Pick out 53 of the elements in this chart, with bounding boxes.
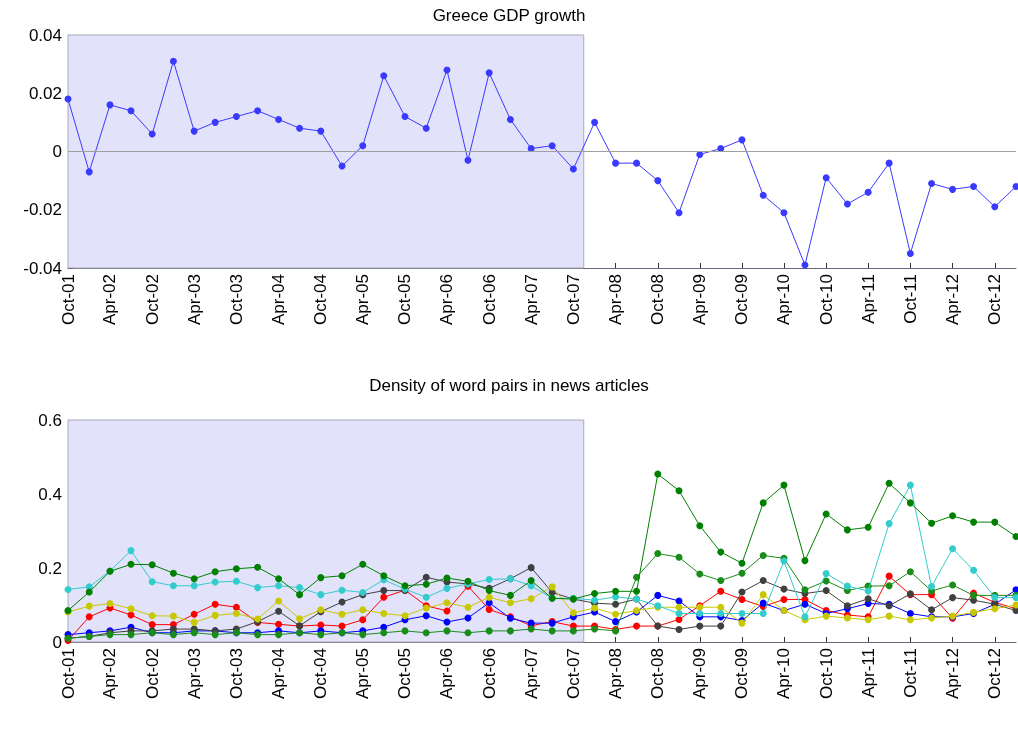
x-tick-label: Apr-12 xyxy=(943,274,963,326)
x-tick-label: Apr-05 xyxy=(353,274,373,326)
x-tick-label: Apr-08 xyxy=(606,648,626,700)
x-tick-label: Oct-08 xyxy=(648,648,668,700)
x-tick-label: Apr-09 xyxy=(690,648,710,700)
x-tick-label: Apr-09 xyxy=(690,274,710,326)
x-tick-label: Oct-07 xyxy=(563,648,583,700)
x-tick-label: Apr-12 xyxy=(943,648,963,700)
x-tick-label: Oct-11 xyxy=(900,648,920,698)
x-tick-label: Oct-04 xyxy=(311,648,331,700)
x-tick-label: Oct-12 xyxy=(985,274,1005,326)
chart-title: Greece GDP growth xyxy=(432,6,586,25)
x-tick-label: Oct-07 xyxy=(563,274,583,326)
y-tick-label: 0.02 xyxy=(28,83,62,103)
x-tick-label: Oct-12 xyxy=(985,648,1005,700)
x-tick-label: Oct-04 xyxy=(311,274,331,326)
x-tick-label: Apr-10 xyxy=(774,274,794,326)
y-tick-label: 0.2 xyxy=(38,558,62,578)
x-tick-label: Apr-06 xyxy=(437,648,457,700)
x-tick-label: Oct-03 xyxy=(226,648,246,700)
x-tick-label: Oct-09 xyxy=(732,274,752,326)
x-tick-label: Oct-02 xyxy=(142,648,162,700)
x-tick-label: Oct-03 xyxy=(226,274,246,326)
y-tick-label: -0.02 xyxy=(23,200,62,220)
x-tick-label: Apr-03 xyxy=(184,648,204,700)
x-tick-label: Oct-06 xyxy=(479,274,499,326)
x-tick-label: Oct-10 xyxy=(816,274,836,326)
x-tick-label: Apr-06 xyxy=(437,274,457,326)
x-tick-label: Oct-11 xyxy=(900,274,920,324)
x-tick-label: Oct-02 xyxy=(142,274,162,326)
x-tick-label: Apr-05 xyxy=(353,648,373,700)
y-tick-label: 0.4 xyxy=(38,484,62,504)
x-tick-label: Oct-05 xyxy=(395,274,415,326)
x-tick-label: Apr-07 xyxy=(521,648,541,700)
y-tick-label: 0.04 xyxy=(28,25,62,45)
x-tick-label: Apr-04 xyxy=(269,648,289,700)
x-tick-label: Apr-08 xyxy=(606,274,626,326)
x-tick-label: Apr-10 xyxy=(774,648,794,700)
x-tick-label: Apr-03 xyxy=(184,274,204,326)
chart-title: Density of word pairs in news articles xyxy=(369,376,649,395)
x-tick-label: Oct-06 xyxy=(479,648,499,700)
x-tick-label: Oct-05 xyxy=(395,648,415,700)
x-tick-label: Oct-10 xyxy=(816,648,836,700)
x-tick-label: Apr-02 xyxy=(100,648,120,700)
x-tick-label: Apr-04 xyxy=(269,274,289,326)
x-tick-label: Apr-07 xyxy=(521,274,541,326)
y-tick-label: 0 xyxy=(52,142,62,161)
x-tick-label: Oct-08 xyxy=(648,274,668,326)
x-tick-label: Oct-09 xyxy=(732,648,752,700)
x-tick-label: Apr-11 xyxy=(858,274,878,324)
x-tick-label: Apr-02 xyxy=(100,274,120,326)
y-tick-label: 0.6 xyxy=(38,410,62,430)
x-tick-label: Apr-11 xyxy=(858,648,878,698)
